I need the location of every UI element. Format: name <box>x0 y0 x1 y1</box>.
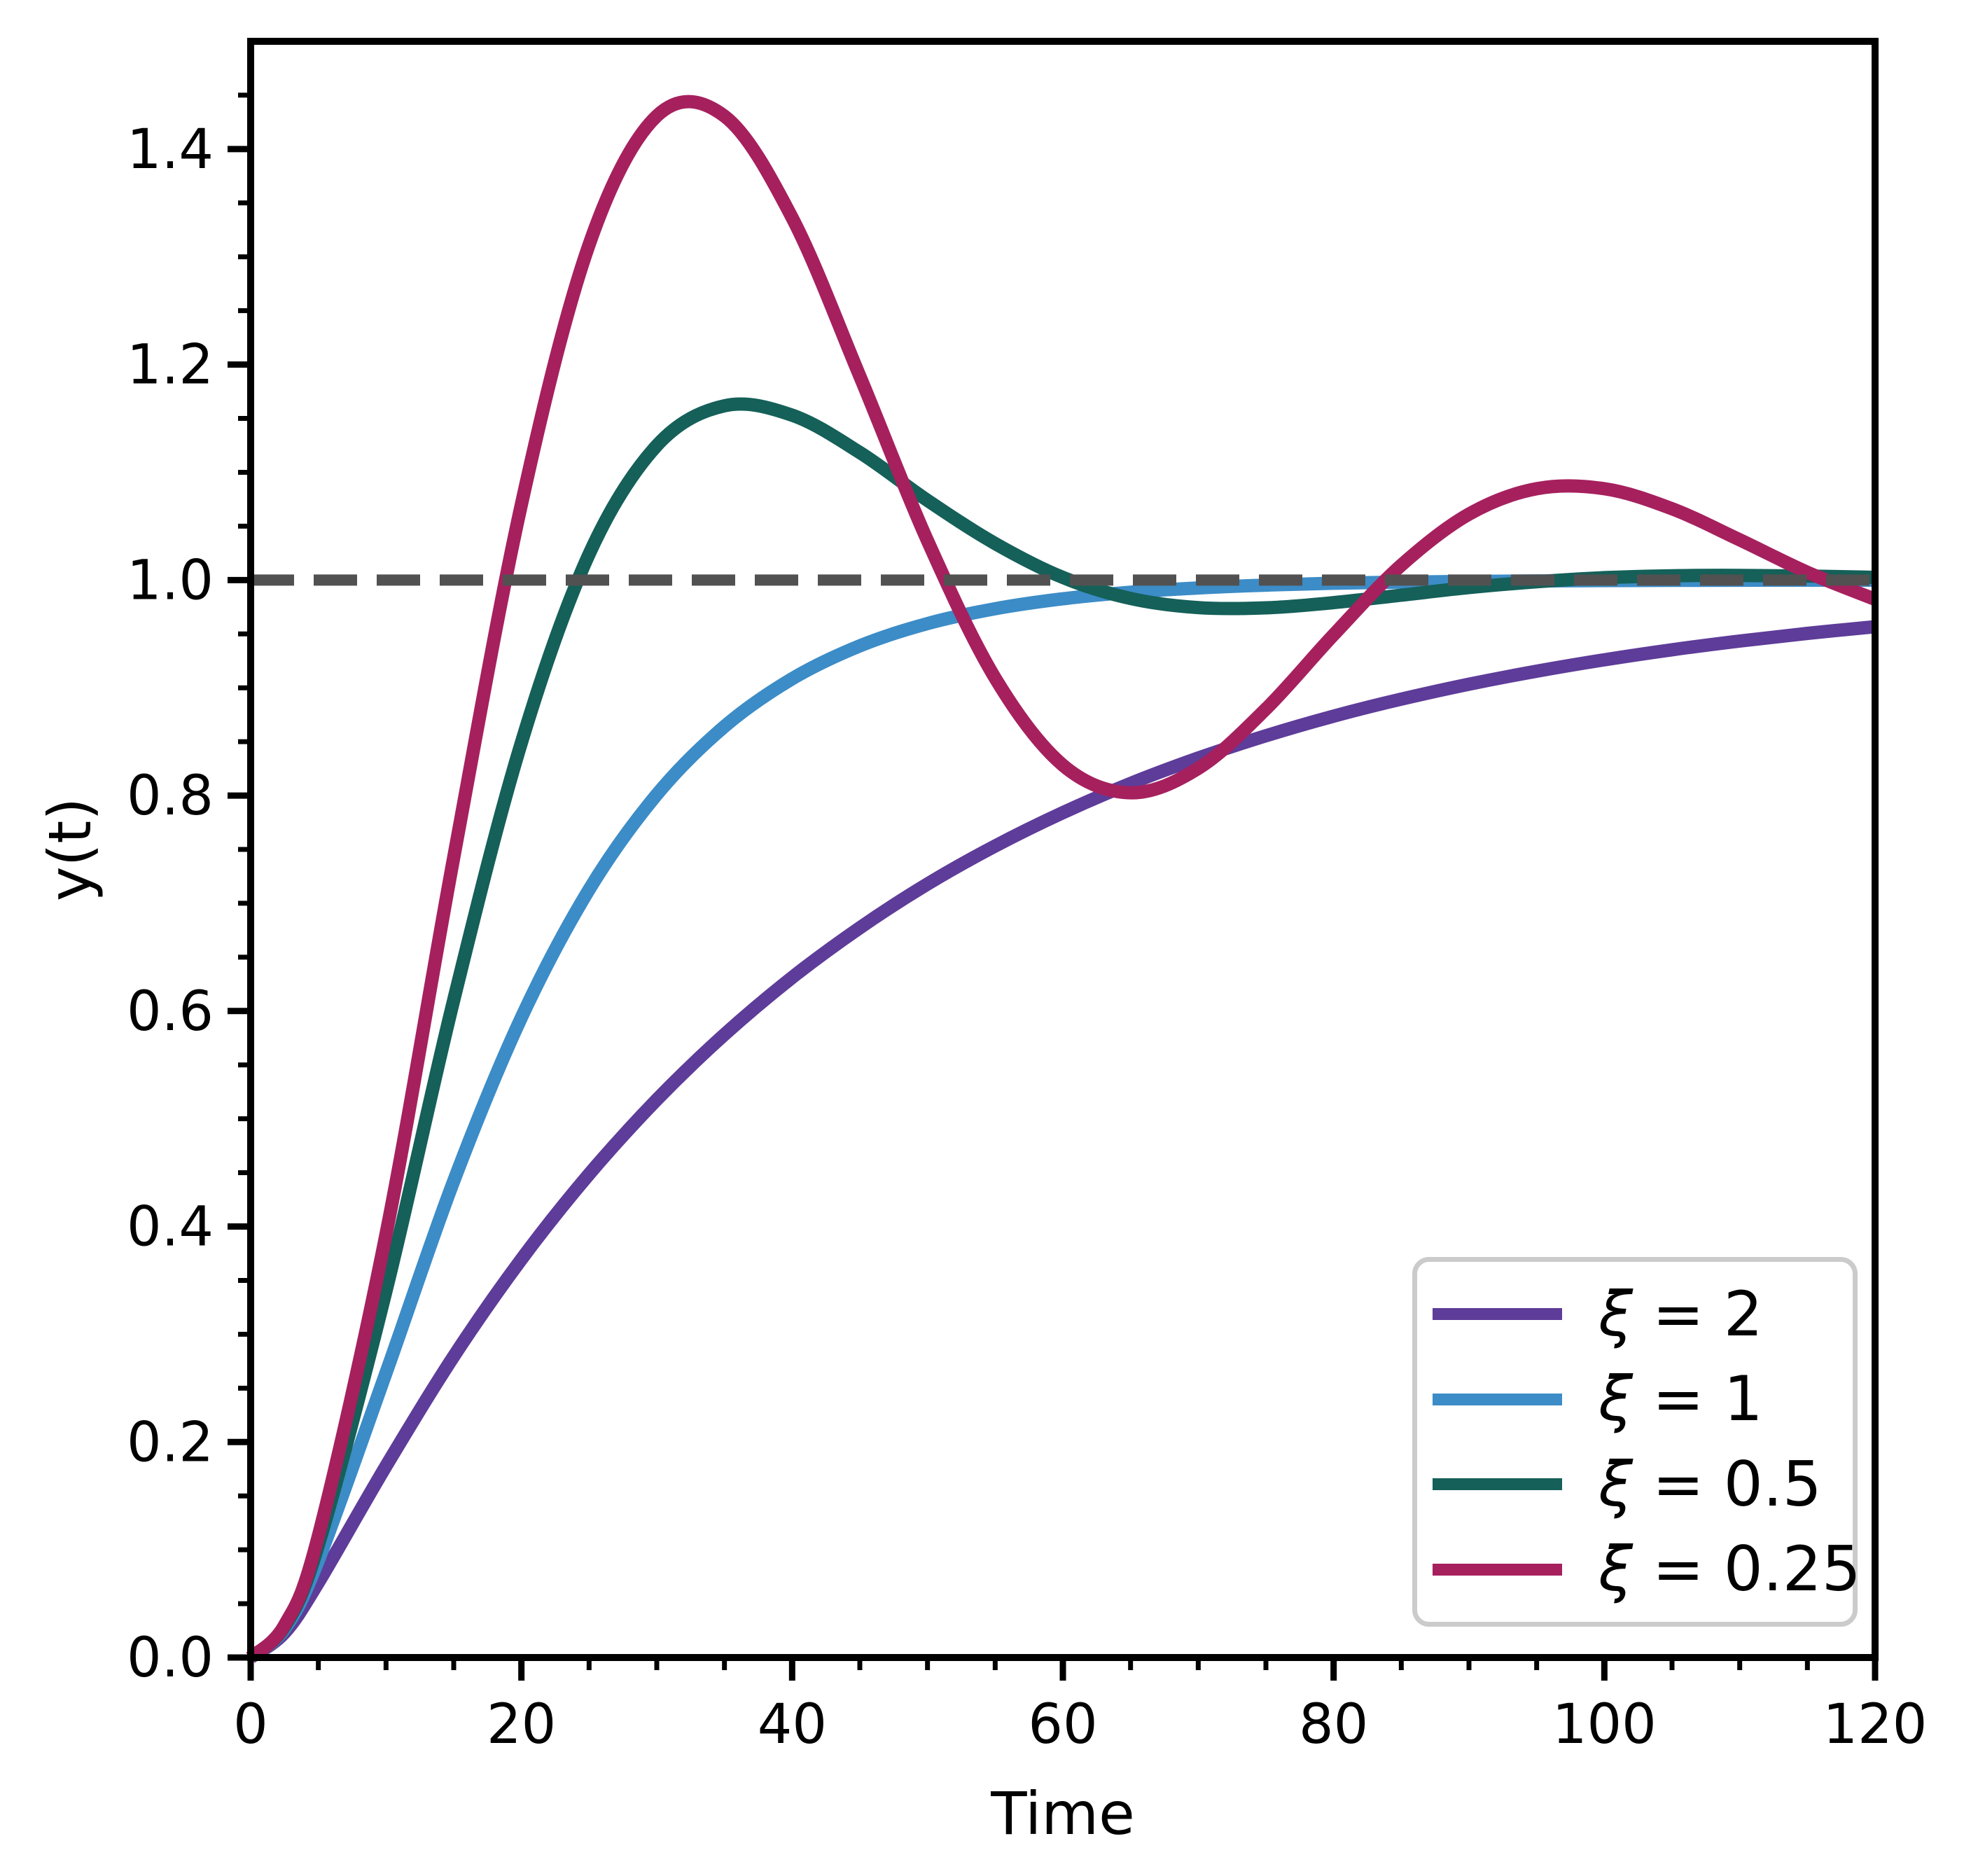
curve-xi-0.25 <box>246 95 1878 1663</box>
x-tick-label: 40 <box>758 1693 827 1756</box>
legend-item: ξ = 1 <box>1433 1368 1846 1430</box>
curve-xi-2 <box>246 620 1876 1663</box>
legend: ξ = 2 ξ = 1 ξ = 0.5 ξ = 0.25 <box>1412 1257 1861 1627</box>
legend-item: ξ = 2 <box>1433 1277 1846 1350</box>
y-tick-label: 0.4 <box>127 1196 214 1259</box>
x-axis-title: Time <box>991 1779 1135 1848</box>
legend-line-sample <box>1433 1563 1562 1576</box>
y-tick-label: 0.6 <box>127 980 214 1043</box>
legend-line-sample <box>1433 1478 1562 1491</box>
legend-item: ξ = 0.25 <box>1433 1538 1861 1600</box>
axis-ticks: 0 20 40 60 80 100 120 0.0 0.2 0.4 0.6 0.8 1.0 1.2 1.4 <box>127 92 1928 1756</box>
legend-line-sample <box>1433 1308 1562 1321</box>
x-tick-label: 100 <box>1552 1693 1657 1756</box>
y-tick-label: 0.0 <box>127 1627 214 1690</box>
y-tick-label: 1.2 <box>127 334 214 397</box>
legend-line-sample <box>1433 1393 1562 1405</box>
x-tick-label: 60 <box>1028 1693 1097 1756</box>
y-axis-title: y(t) <box>36 797 104 902</box>
legend-item: ξ = 0.5 <box>1433 1447 1846 1520</box>
legend-label: ξ = 2 <box>1599 1277 1763 1350</box>
x-tick-label: 0 <box>233 1693 268 1756</box>
x-tick-label: 120 <box>1823 1693 1928 1756</box>
plot-frame <box>247 38 1879 1661</box>
y-tick-label: 0.8 <box>127 765 214 828</box>
x-tick-label: 80 <box>1299 1693 1368 1756</box>
legend-label: ξ = 0.25 <box>1599 1533 1861 1606</box>
legend-label: ξ = 0.5 <box>1599 1447 1822 1520</box>
y-tick-label: 1.0 <box>127 549 214 612</box>
legend-label: ξ = 1 <box>1599 1363 1763 1436</box>
y-tick-label: 0.2 <box>127 1411 214 1474</box>
x-tick-label: 20 <box>487 1693 556 1756</box>
y-tick-label: 1.4 <box>127 118 214 181</box>
